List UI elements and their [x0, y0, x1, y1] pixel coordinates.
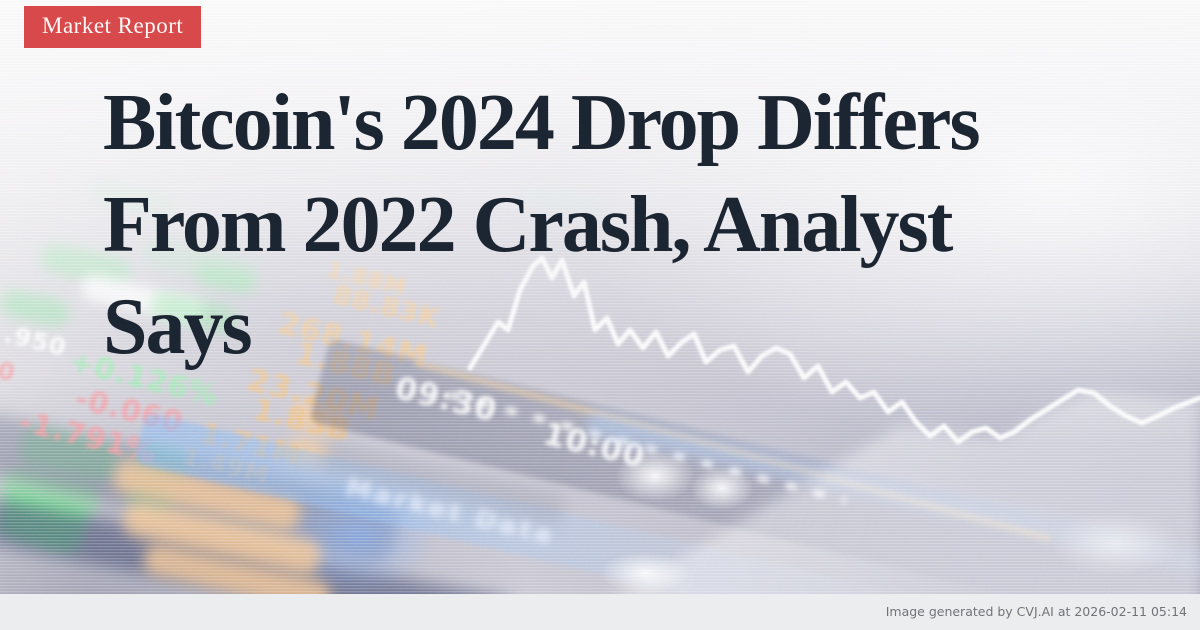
credit-text: Image generated by CVJ.AI at 2026-02-11 … [885, 604, 1187, 619]
headline-line-2: From 2022 Crash, Analyst [103, 181, 953, 269]
headline: Bitcoin's 2024 Drop Differs From 2022 Cr… [103, 72, 1183, 378]
footer-bar: Image generated by CVJ.AI at 2026-02-11 … [0, 594, 1200, 630]
headline-line-1: Bitcoin's 2024 Drop Differs [103, 79, 981, 167]
headline-line-3: Says [103, 283, 253, 371]
category-badge-label: Market Report [42, 13, 184, 38]
category-badge: Market Report [24, 6, 202, 48]
